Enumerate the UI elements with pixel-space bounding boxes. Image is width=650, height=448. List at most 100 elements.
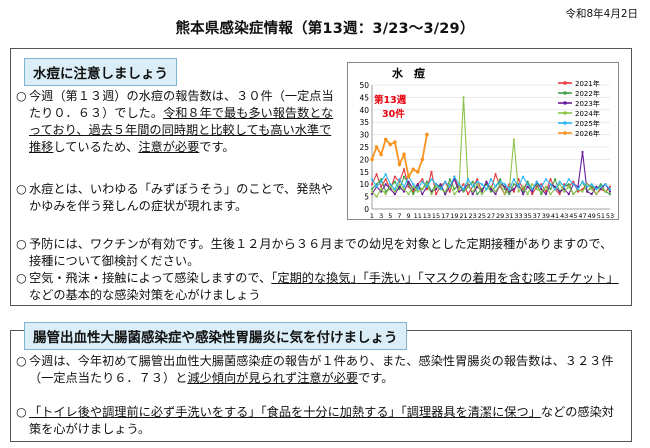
data-point-2024年: [512, 138, 515, 141]
ehec-period-text: です。: [358, 371, 394, 385]
data-point-2021年: [576, 190, 580, 193]
bullet-icon: ○: [16, 271, 27, 285]
data-point-2024年: [517, 190, 520, 193]
data-point-2023年: [444, 193, 447, 196]
data-point-2025年: [526, 183, 529, 186]
data-point-2024年: [503, 193, 506, 196]
x-tick-label: 17: [441, 212, 449, 220]
x-tick-label: 1: [370, 212, 374, 220]
data-point-2021年: [531, 193, 534, 196]
data-point-2024年: [412, 185, 415, 188]
data-point-2025年: [425, 185, 429, 188]
data-point-2025年: [439, 188, 442, 191]
data-point-2022年: [549, 188, 552, 191]
y-tick-label: 15: [359, 168, 369, 177]
data-point-2025年: [448, 185, 451, 188]
data-point-2025年: [375, 185, 378, 188]
ehec-closing-text: などの感染対策を心がけましょう。: [29, 405, 614, 436]
data-point-2025年: [412, 183, 415, 186]
y-tick-label: 0: [364, 205, 369, 214]
data-point-2023年: [402, 190, 406, 193]
data-point-2023年: [521, 193, 525, 196]
data-point-2024年: [604, 190, 607, 193]
ehec-heading: 腸管出血性大腸菌感染症や感染性胃腸炎に気を付けましょう: [24, 322, 407, 350]
data-point-2024年: [563, 190, 566, 193]
data-point-2026年: [406, 174, 411, 179]
data-point-2021年: [467, 193, 470, 196]
data-point-2025年: [567, 178, 570, 181]
varicella-description-paragraph: ○ 水痘とは、いわゆる「みずぼうそう」のことで、発熱やかゆみを伴う発しんの症状が…: [16, 181, 341, 215]
x-tick-label: 23: [469, 212, 477, 220]
data-point-2025年: [380, 180, 383, 183]
legend-label-2024年: 2024年: [575, 109, 600, 118]
data-point-2024年: [380, 188, 383, 191]
data-point-2025年: [444, 180, 447, 183]
x-tick-label: 39: [542, 212, 550, 220]
data-point-2021年: [572, 180, 575, 183]
data-point-2024年: [526, 193, 529, 196]
y-tick-label: 5: [364, 193, 369, 202]
data-point-2025年: [471, 185, 474, 188]
prevention-measures-text: 「定期的な換気」「手洗い」「マスクの着用を含む咳エチケット」: [271, 271, 619, 285]
x-tick-label: 9: [407, 212, 411, 220]
data-point-2024年: [398, 183, 401, 186]
data-point-2024年: [531, 183, 534, 186]
data-point-2024年: [567, 185, 570, 188]
data-point-2025年: [512, 178, 515, 181]
data-point-2023年: [590, 193, 593, 196]
data-point-2022年: [402, 175, 406, 178]
annotation-week-label: 第13週: [374, 94, 407, 106]
data-point-2024年: [402, 188, 406, 191]
x-tick-label: 27: [487, 212, 495, 220]
x-tick-label: 21: [459, 212, 467, 220]
data-point-2022年: [425, 180, 429, 183]
ehec-report-text: 今週は、今年初めて腸管出血性大腸菌感染症の報告が１件あり、また、感染性胃腸炎の報…: [29, 354, 614, 385]
infection-route-text: 空気・飛沫・接触によって感染しますので、: [29, 271, 272, 285]
data-point-2021年: [434, 193, 438, 196]
report-date: 令和8年4月2日: [565, 8, 638, 20]
data-point-2024年: [430, 193, 433, 196]
data-point-2025年: [370, 178, 374, 181]
data-point-2024年: [389, 185, 392, 188]
x-tick-label: 29: [496, 212, 504, 220]
data-point-2024年: [476, 183, 479, 186]
most-reports-text: 令和８年で最も多い報告数となっており、: [29, 106, 334, 137]
legend-marker-2022年: [563, 91, 567, 95]
varicella-section-box: [10, 48, 632, 306]
x-tick-label: 41: [551, 212, 559, 220]
annotation-value-label: 30件: [382, 108, 405, 120]
data-point-2023年: [512, 188, 515, 191]
data-point-2023年: [421, 193, 424, 196]
data-point-2023年: [489, 188, 493, 191]
data-point-2024年: [572, 193, 575, 196]
data-point-2023年: [485, 180, 488, 183]
data-point-2025年: [572, 183, 575, 186]
x-tick-label: 51: [597, 212, 605, 220]
vaccine-paragraph: ○ 予防には、ワクチンが有効です。生後１２月から３６月までの幼児を対象とした定期…: [16, 236, 622, 270]
data-point-2025年: [608, 188, 612, 191]
data-point-2025年: [517, 185, 520, 188]
data-point-2023年: [586, 190, 589, 193]
varicella-heading: 水痘に注意しましょう: [24, 58, 177, 86]
y-tick-label: 25: [359, 143, 369, 152]
data-point-2025年: [576, 188, 580, 191]
data-point-2022年: [553, 178, 557, 181]
x-tick-label: 43: [560, 212, 568, 220]
data-point-2021年: [402, 168, 406, 171]
data-point-2024年: [581, 190, 584, 193]
data-point-2022年: [453, 188, 456, 191]
prevention-paragraph: ○ 空気・飛沫・接触によって感染しますので、「定期的な換気」「手洗い」「マスクの…: [16, 270, 622, 304]
data-point-2021年: [448, 190, 451, 193]
data-point-2025年: [384, 173, 387, 176]
varicella-description-text: 水痘とは、いわゆる「みずぼうそう」のことで、発熱やかゆみを伴う発しんの症状が現れ…: [29, 182, 333, 213]
data-point-2025年: [535, 180, 538, 183]
data-point-2025年: [503, 183, 506, 186]
data-point-2024年: [421, 188, 424, 191]
x-tick-label: 31: [505, 212, 513, 220]
data-point-2024年: [494, 190, 497, 193]
data-point-2024年: [595, 193, 598, 196]
data-point-2025年: [430, 178, 433, 181]
data-point-2024年: [480, 193, 483, 196]
data-point-2023年: [567, 193, 570, 196]
